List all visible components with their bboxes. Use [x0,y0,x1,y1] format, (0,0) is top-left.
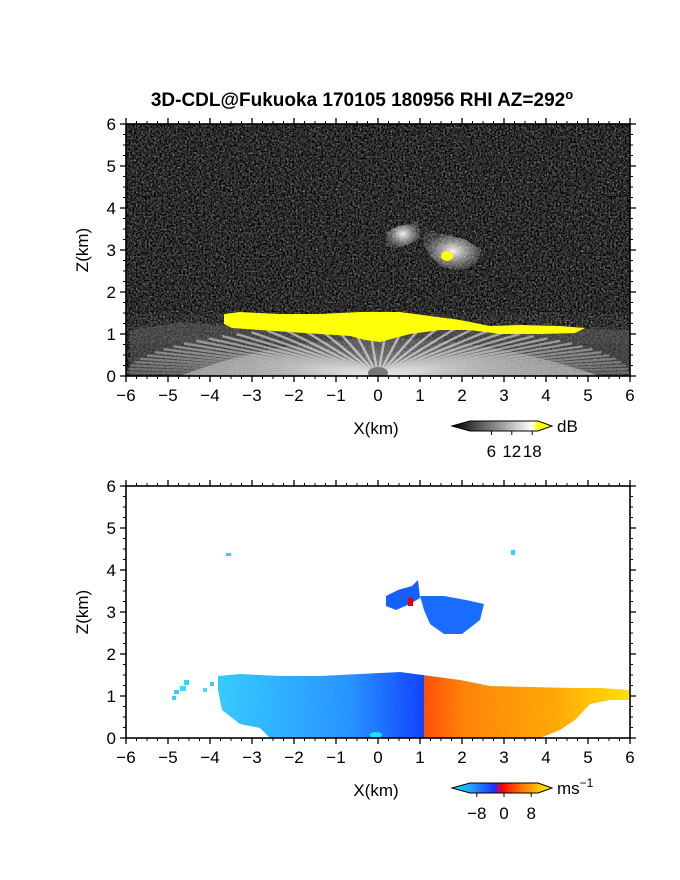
bottom-echo-red-pixel [408,598,413,606]
top-xtick-label: −2 [284,386,303,405]
bottom-xtick-label: −4 [200,748,219,767]
bottom-isolated-pixel-left [226,553,231,556]
bottom-xtick-label: −6 [116,748,135,767]
bottom-xtick-label: 4 [541,748,550,767]
colorbar-tick-label: −8 [467,804,486,823]
bottom-axis-ticks: −6 −5 −4 −3 −2 −1 0 1 2 3 4 5 6 0 1 2 3 4 5 6 [107,477,636,767]
bottom-xtick-label: 2 [457,748,466,767]
top-axis-ticks: −6 −5 −4 −3 −2 −1 0 1 2 3 4 5 6 0 1 2 3 4 5 6 [107,115,636,405]
bottom-ytick-label: 4 [107,561,116,580]
bottom-xlabel: X(km) [353,781,398,800]
top-xtick-label: 5 [583,386,592,405]
bottom-colorbar-bar [450,782,554,794]
top-colorbar-bar [450,420,554,432]
ray-fan-fill [180,338,600,376]
bottom-scatter-left [172,680,214,700]
top-xtick-label: 1 [415,386,424,405]
bottom-colorbar-ticks: −8 0 8 [467,793,536,823]
bottom-ytick-label: 1 [107,687,116,706]
bottom-elevated-echo [386,580,484,634]
colorbar-tick-label: 6 [487,442,496,461]
bottom-xtick-label: 0 [373,748,382,767]
top-xtick-label: −6 [116,386,135,405]
top-ytick-label: 6 [107,115,116,134]
bottom-ytick-label: 2 [107,645,116,664]
bottom-xtick-label: −5 [158,748,177,767]
bottom-ytick-label: 6 [107,477,116,496]
bottom-xtick-label: −1 [326,748,345,767]
colorbar-tick-label: 0 [499,804,508,823]
top-echo-peak [441,251,453,261]
top-xtick-label: 3 [499,386,508,405]
top-ytick-label: 5 [107,157,116,176]
top-xtick-label: −5 [158,386,177,405]
bottom-panel: −6 −5 −4 −3 −2 −1 0 1 2 3 4 5 6 0 1 2 3 4 5 6 X(km) Z(km) m… [73,477,636,823]
bottom-isolated-pixel-right [511,550,515,555]
top-xtick-label: 0 [373,386,382,405]
top-ytick-label: 4 [107,199,116,218]
top-xlabel: X(km) [353,419,398,438]
bottom-xtick-label: 1 [415,748,424,767]
top-xtick-label: −1 [326,386,345,405]
colorbar-tick-label: 12 [502,442,521,461]
colorbar-tick-label: 8 [526,804,535,823]
bottom-ytick-label: 5 [107,519,116,538]
top-xtick-label: −4 [200,386,219,405]
chart-title: 3D-CDL@Fukuoka 170105 180956 RHI AZ=292o [151,87,573,111]
top-ytick-label: 0 [107,367,116,386]
top-near-field-rays [126,325,630,376]
bottom-layer-speckle [126,670,630,738]
top-ylabel: Z(km) [73,228,92,272]
top-colorbar-ticks: 6 12 18 [487,431,542,461]
bottom-xtick-label: −2 [284,748,303,767]
top-ytick-label: 3 [107,241,116,260]
bottom-xtick-label: 3 [499,748,508,767]
bottom-plot-area [126,486,630,738]
top-xtick-label: −3 [242,386,261,405]
top-radar-origin [368,367,388,376]
colorbar-tick-label: 18 [523,442,542,461]
bottom-ylabel: Z(km) [73,590,92,634]
top-bl-speckle [126,314,630,344]
top-elevated-echo [386,220,482,270]
bottom-ytick-label: 0 [107,729,116,748]
top-ytick-label: 2 [107,283,116,302]
bottom-radar-origin [370,732,382,738]
top-xtick-label: 4 [541,386,550,405]
bottom-colorbar: ms−1 −8 0 8 [450,776,594,823]
bottom-xtick-label: 5 [583,748,592,767]
bottom-ytick-label: 3 [107,603,116,622]
top-colorbar: dB 6 12 18 [450,417,578,461]
top-plot-area [126,124,630,376]
bottom-colorbar-unit: ms−1 [557,776,594,798]
bottom-xtick-label: 6 [625,748,634,767]
top-xtick-label: 6 [625,386,634,405]
top-ytick-label: 1 [107,325,116,344]
top-xtick-label: 2 [457,386,466,405]
top-colorbar-unit: dB [557,417,578,436]
bottom-xtick-label: −3 [242,748,261,767]
